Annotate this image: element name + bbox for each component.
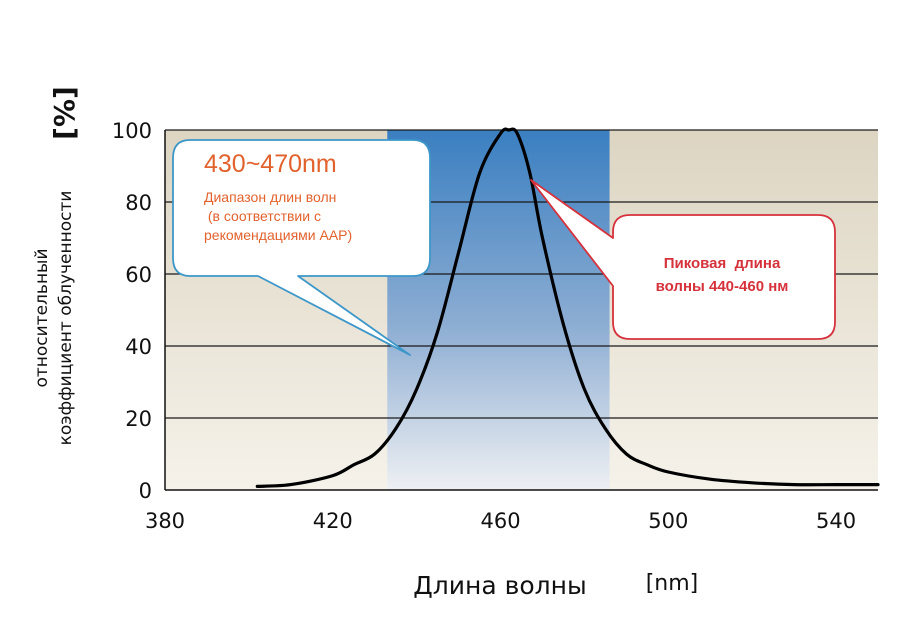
callout-range-line3: рекомендациями AAP) [204,227,352,243]
callout-range-line1: Диапазон длин волн [204,189,336,205]
y-tick-label: 80 [125,191,152,215]
y-axis-label-line2: коэффициент облученности [56,191,76,446]
y-tick-labels: 0 20 40 60 80 100 [112,119,152,503]
series-line [255,127,880,488]
x-axis-label: Длина волны [413,571,586,600]
x-tick-labels: 380 420 460 500 540 [145,509,856,533]
y-axis-unit: [%] [48,86,81,140]
x-tick-label: 420 [313,509,353,533]
callout-peak-line2: волны 440-460 нм [656,278,789,295]
wavelength-range-callout: 430~470nm Диапазон длин волн (в соответс… [172,139,431,356]
peak-wavelength-callout: Пиковая длина волны 440-460 нм [530,179,836,340]
x-axis-unit: [nm] [646,571,699,596]
x-tick-label: 460 [480,509,520,533]
callout-range-title: 430~470nm [204,150,337,178]
x-tick-label: 380 [145,509,185,533]
x-tick-label: 500 [648,509,688,533]
y-axis-label-line1: относительный [32,248,52,387]
y-tick-label: 20 [125,407,152,431]
y-tick-label: 40 [125,335,152,359]
callout-peak-line1: Пиковая длина [664,255,781,272]
y-tick-label: 60 [125,263,152,287]
callout-range-line2: (в соответствии с [204,208,321,224]
x-tick-label: 540 [816,509,856,533]
y-tick-label: 100 [112,119,152,143]
y-tick-label: 0 [139,479,152,503]
